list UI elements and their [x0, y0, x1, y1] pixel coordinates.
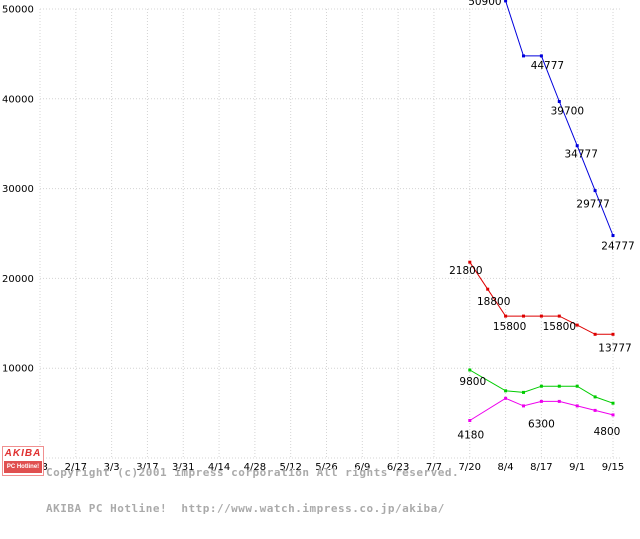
series-green-marker — [557, 384, 561, 388]
series-magenta-marker — [611, 413, 615, 417]
data-point-label: 34777 — [564, 149, 597, 161]
price-trend-chart-page: 2/32/173/33/173/314/144/285/125/266/96/2… — [2, 0, 635, 515]
series-magenta-marker — [575, 404, 579, 408]
series-blue-marker — [504, 0, 508, 3]
data-point-label: 6300 — [528, 418, 555, 430]
x-tick-label: 4/28 — [244, 462, 266, 473]
data-point-label: 9800 — [459, 376, 486, 388]
data-point-label: 4180 — [457, 430, 484, 442]
data-point-label: 24777 — [601, 241, 634, 253]
series-magenta-line — [469, 397, 614, 421]
series-blue-marker — [557, 100, 561, 103]
x-tick-label: 5/26 — [315, 462, 337, 473]
series-magenta-marker — [504, 396, 508, 400]
series-magenta-marker — [593, 408, 597, 412]
x-tick-label: 6/9 — [354, 462, 370, 473]
series-green-marker — [611, 401, 615, 405]
series-red-marker — [468, 260, 472, 264]
series-green-marker — [539, 384, 543, 388]
series-red-marker — [611, 332, 615, 336]
series-green-marker — [575, 384, 579, 388]
x-tick-label: 4/14 — [208, 462, 230, 473]
akiba-pc-hotline-logo: AKIBA PC Hotline! — [2, 446, 44, 476]
data-point-label: 15800 — [543, 321, 576, 333]
price-line-chart: 2/32/173/33/173/314/144/285/125/266/96/2… — [2, 0, 635, 473]
series-red-marker — [504, 314, 508, 318]
data-point-label: 4800 — [594, 426, 621, 438]
copyright-line-1: Copyright (c)2001 impress corporation Al… — [46, 466, 460, 479]
series-blue-marker — [539, 54, 543, 58]
data-point-label: 50900 — [468, 0, 501, 8]
x-tick-label: 9/15 — [602, 462, 624, 473]
data-point-label: 29777 — [576, 199, 609, 211]
x-tick-label: 3/31 — [172, 462, 194, 473]
y-tick-label: 40000 — [2, 94, 34, 105]
y-tick-label: 10000 — [2, 364, 34, 375]
logo-akiba-text: AKIBA — [4, 448, 42, 459]
x-tick-label: 6/23 — [387, 462, 409, 473]
series-blue-marker — [593, 189, 597, 193]
logo-pc-hotline-text: PC Hotline! — [4, 461, 42, 473]
series-red-marker — [522, 314, 525, 318]
x-tick-label: 7/7 — [426, 462, 442, 473]
x-tick-label: 9/1 — [569, 462, 585, 473]
series-green-marker — [504, 389, 508, 393]
series-green-marker — [522, 390, 525, 394]
copyright-line-2: AKIBA PC Hotline! http://www.watch.impre… — [46, 502, 445, 515]
series-blue-marker — [611, 234, 615, 237]
series-red-marker — [575, 323, 579, 327]
series-green-line — [469, 369, 614, 404]
x-tick-label: 2/17 — [65, 462, 87, 473]
series-magenta-marker — [522, 404, 525, 408]
x-tick-label: 3/17 — [136, 462, 158, 473]
series-red-marker — [539, 314, 543, 318]
y-tick-label: 20000 — [2, 274, 34, 285]
data-point-label: 18800 — [477, 296, 510, 308]
x-tick-label: 3/3 — [104, 462, 120, 473]
series-blue-marker — [522, 54, 525, 58]
data-point-label: 21800 — [449, 265, 482, 277]
series-magenta-marker — [557, 399, 561, 403]
series-blue-marker — [575, 144, 579, 148]
x-tick-label: 8/17 — [530, 462, 552, 473]
series-red-marker — [557, 314, 561, 318]
data-point-label: 39700 — [551, 106, 584, 118]
x-tick-label: 5/12 — [279, 462, 301, 473]
series-magenta-marker — [539, 399, 543, 403]
series-red-marker — [486, 287, 490, 291]
data-point-label: 44777 — [531, 60, 564, 72]
series-magenta-marker — [468, 419, 472, 422]
copyright-text: Copyright (c)2001 impress corporation Al… — [46, 443, 459, 539]
data-point-label: 13777 — [598, 342, 631, 354]
x-tick-label: 7/20 — [459, 462, 481, 473]
series-green-marker — [468, 368, 472, 372]
x-tick-label: 8/4 — [498, 462, 514, 473]
series-green-marker — [593, 395, 597, 399]
y-tick-label: 50000 — [2, 5, 34, 16]
y-tick-label: 30000 — [2, 184, 34, 195]
series-red-marker — [593, 332, 597, 336]
data-point-label: 15800 — [493, 321, 526, 333]
